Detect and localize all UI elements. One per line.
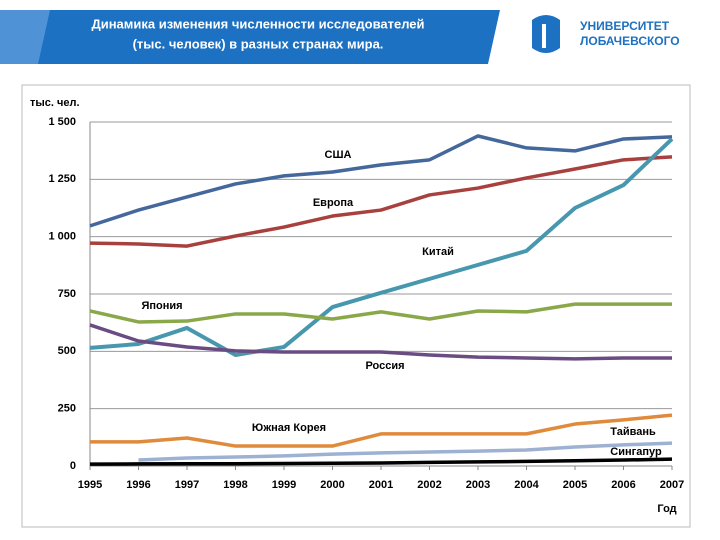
y-tick-label: 0 (70, 460, 76, 472)
logo-icon (542, 24, 546, 48)
y-tick-label: 1 000 (48, 231, 76, 243)
y-tick-label: 1 250 (48, 173, 76, 185)
series-label: Россия (365, 360, 404, 372)
logo-text: УНИВЕРСИТЕТ (580, 19, 670, 33)
x-tick-label: 2003 (466, 479, 490, 491)
slide-title: Динамика изменения численности исследова… (91, 16, 424, 31)
x-tick-label: 1996 (126, 479, 150, 491)
x-tick-label: 2006 (611, 479, 635, 491)
header-accent (0, 10, 50, 64)
x-tick-label: 1997 (175, 479, 199, 491)
y-tick-label: 1 500 (48, 116, 76, 128)
slide-title: (тыс. человек) в разных странах мира. (133, 36, 384, 51)
x-tick-label: 2000 (320, 479, 344, 491)
x-tick-label: 1998 (223, 479, 247, 491)
series-line (138, 441, 673, 462)
series-line (90, 413, 673, 448)
x-tick-label: 2001 (369, 479, 393, 491)
series-label: Сингапур (610, 446, 662, 458)
series-label: США (325, 149, 352, 161)
y-tick-label: 250 (58, 403, 76, 415)
series-line (89, 137, 674, 358)
series-line (89, 155, 673, 248)
series-label: Япония (141, 300, 182, 312)
x-tick-label: 2004 (514, 479, 539, 491)
y-tick-label: 750 (58, 288, 76, 300)
series-label: Европа (313, 197, 354, 209)
logo-text: ЛОБАЧЕВСКОГО (580, 34, 680, 48)
x-axis-label: Год (657, 503, 676, 515)
header-banner (0, 10, 500, 64)
y-axis-label: тыс. чел. (30, 97, 80, 109)
x-tick-label: 2002 (417, 479, 441, 491)
x-tick-label: 1995 (78, 479, 102, 491)
series-label: Южная Корея (252, 422, 326, 434)
logo: УНИВЕРСИТЕТ ЛОБАЧЕВСКОГО (532, 15, 680, 53)
series-line (89, 302, 672, 324)
y-tick-label: 500 (58, 345, 76, 357)
series-label: Китай (422, 246, 454, 258)
series-label: Тайвань (610, 426, 656, 438)
series-line (89, 457, 673, 466)
series-line (89, 134, 673, 228)
x-tick-label: 1999 (272, 479, 296, 491)
x-tick-label: 2005 (563, 479, 587, 491)
x-tick-label: 2007 (660, 479, 684, 491)
series-line (89, 323, 672, 361)
